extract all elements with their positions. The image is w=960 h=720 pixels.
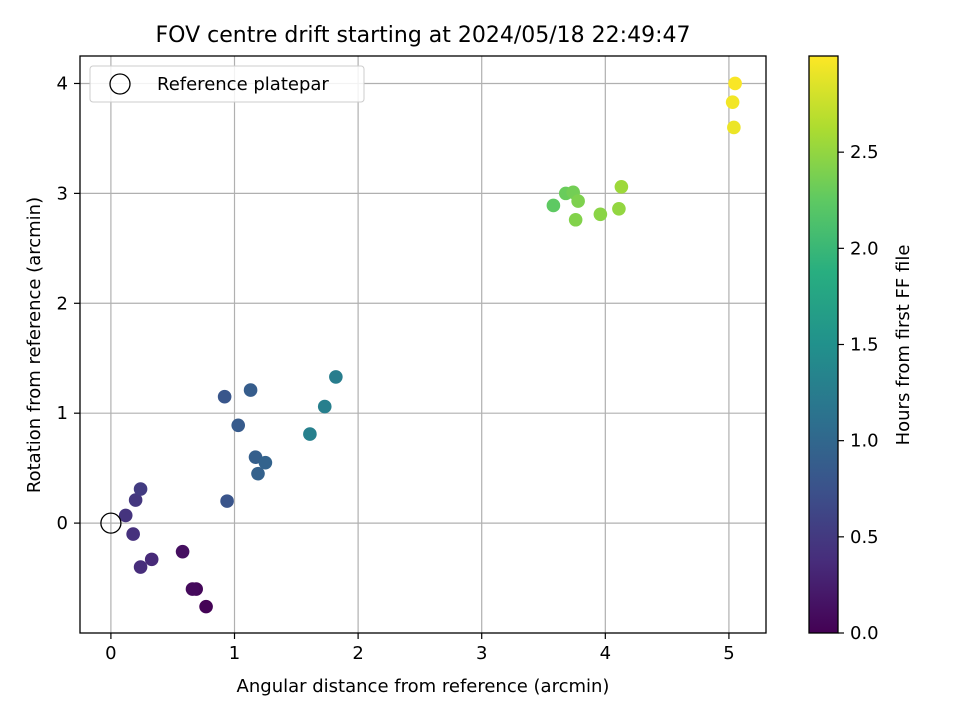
data-point: [727, 120, 741, 135]
data-point: [546, 198, 561, 213]
y-axis-ticks: 0 1 2 3 4: [57, 73, 80, 534]
data-point: [571, 194, 585, 208]
x-tick-label: 3: [476, 643, 487, 664]
colorbar-tick-label: 2.5: [850, 142, 879, 163]
y-axis-label: Rotation from reference (arcmin): [24, 197, 45, 493]
colorbar-tick-label: 2.0: [850, 238, 879, 259]
data-point: [728, 76, 742, 91]
legend-box: [89, 65, 365, 103]
data-point: [243, 383, 258, 397]
x-tick-label: 2: [352, 643, 363, 664]
data-point: [128, 493, 143, 507]
y-tick-label: 1: [57, 403, 68, 424]
data-point: [144, 552, 159, 567]
colorbar-tick-label: 0.0: [850, 623, 879, 644]
x-axis-ticks: 0 1 2 3 4 5: [105, 633, 735, 664]
data-point: [217, 389, 232, 404]
reference-point: [100, 512, 122, 534]
data-point: [329, 370, 343, 384]
colorbar-ticks: 0.0 0.5 1.0 1.5 2.0 2.5: [838, 142, 879, 644]
legend-marker: [109, 73, 131, 95]
data-point: [126, 527, 140, 541]
data-point: [568, 212, 583, 227]
data-point: [593, 207, 608, 222]
y-tick-label: 3: [57, 183, 68, 204]
x-tick-label: 0: [105, 643, 116, 664]
data-point: [251, 466, 265, 481]
data-point: [303, 427, 317, 441]
plot-frame: [79, 55, 767, 634]
x-tick-label: 5: [723, 643, 734, 664]
data-point: [118, 508, 133, 523]
legend: Reference platepar: [89, 65, 365, 103]
colorbar-gradient: [808, 55, 839, 634]
data-point: [133, 560, 148, 574]
data-point: [220, 494, 234, 508]
data-point: [185, 582, 200, 596]
colorbar-tick-label: 1.5: [850, 335, 879, 356]
data-point: [248, 450, 263, 464]
data-point: [231, 418, 246, 433]
data-point: [614, 179, 629, 194]
x-tick-label: 1: [229, 643, 240, 664]
data-point: [133, 482, 148, 496]
data-point: [199, 599, 213, 614]
data-point: [612, 201, 626, 216]
legend-entry: Reference platepar: [157, 74, 329, 95]
colorbar-tick-label: 0.5: [850, 527, 879, 548]
y-tick-label: 0: [57, 513, 68, 534]
data-point: [725, 95, 740, 109]
data-point: [317, 399, 332, 414]
y-tick-label: 4: [57, 73, 68, 94]
y-tick-label: 2: [57, 293, 68, 314]
colorbar-label: Hours from first FF file: [893, 245, 914, 446]
data-point: [175, 544, 190, 559]
reference-marker: [100, 512, 122, 534]
x-tick-label: 4: [600, 643, 611, 664]
chart-title: FOV centre drift starting at 2024/05/18 …: [156, 23, 691, 48]
colorbar-tick-label: 1.0: [850, 431, 879, 452]
x-axis-label: Angular distance from reference (arcmin): [237, 676, 610, 697]
colorbar: 0.0 0.5 1.0 1.5 2.0 2.5 Hours from first FF f…: [808, 55, 914, 644]
data-point: [258, 455, 273, 470]
data-points: [118, 76, 742, 614]
